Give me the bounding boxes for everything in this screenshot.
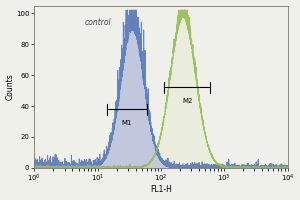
Text: M2: M2 bbox=[182, 98, 192, 104]
X-axis label: FL1-H: FL1-H bbox=[150, 185, 172, 194]
Text: M1: M1 bbox=[122, 120, 132, 126]
Text: control: control bbox=[85, 18, 112, 27]
Y-axis label: Counts: Counts bbox=[6, 73, 15, 100]
